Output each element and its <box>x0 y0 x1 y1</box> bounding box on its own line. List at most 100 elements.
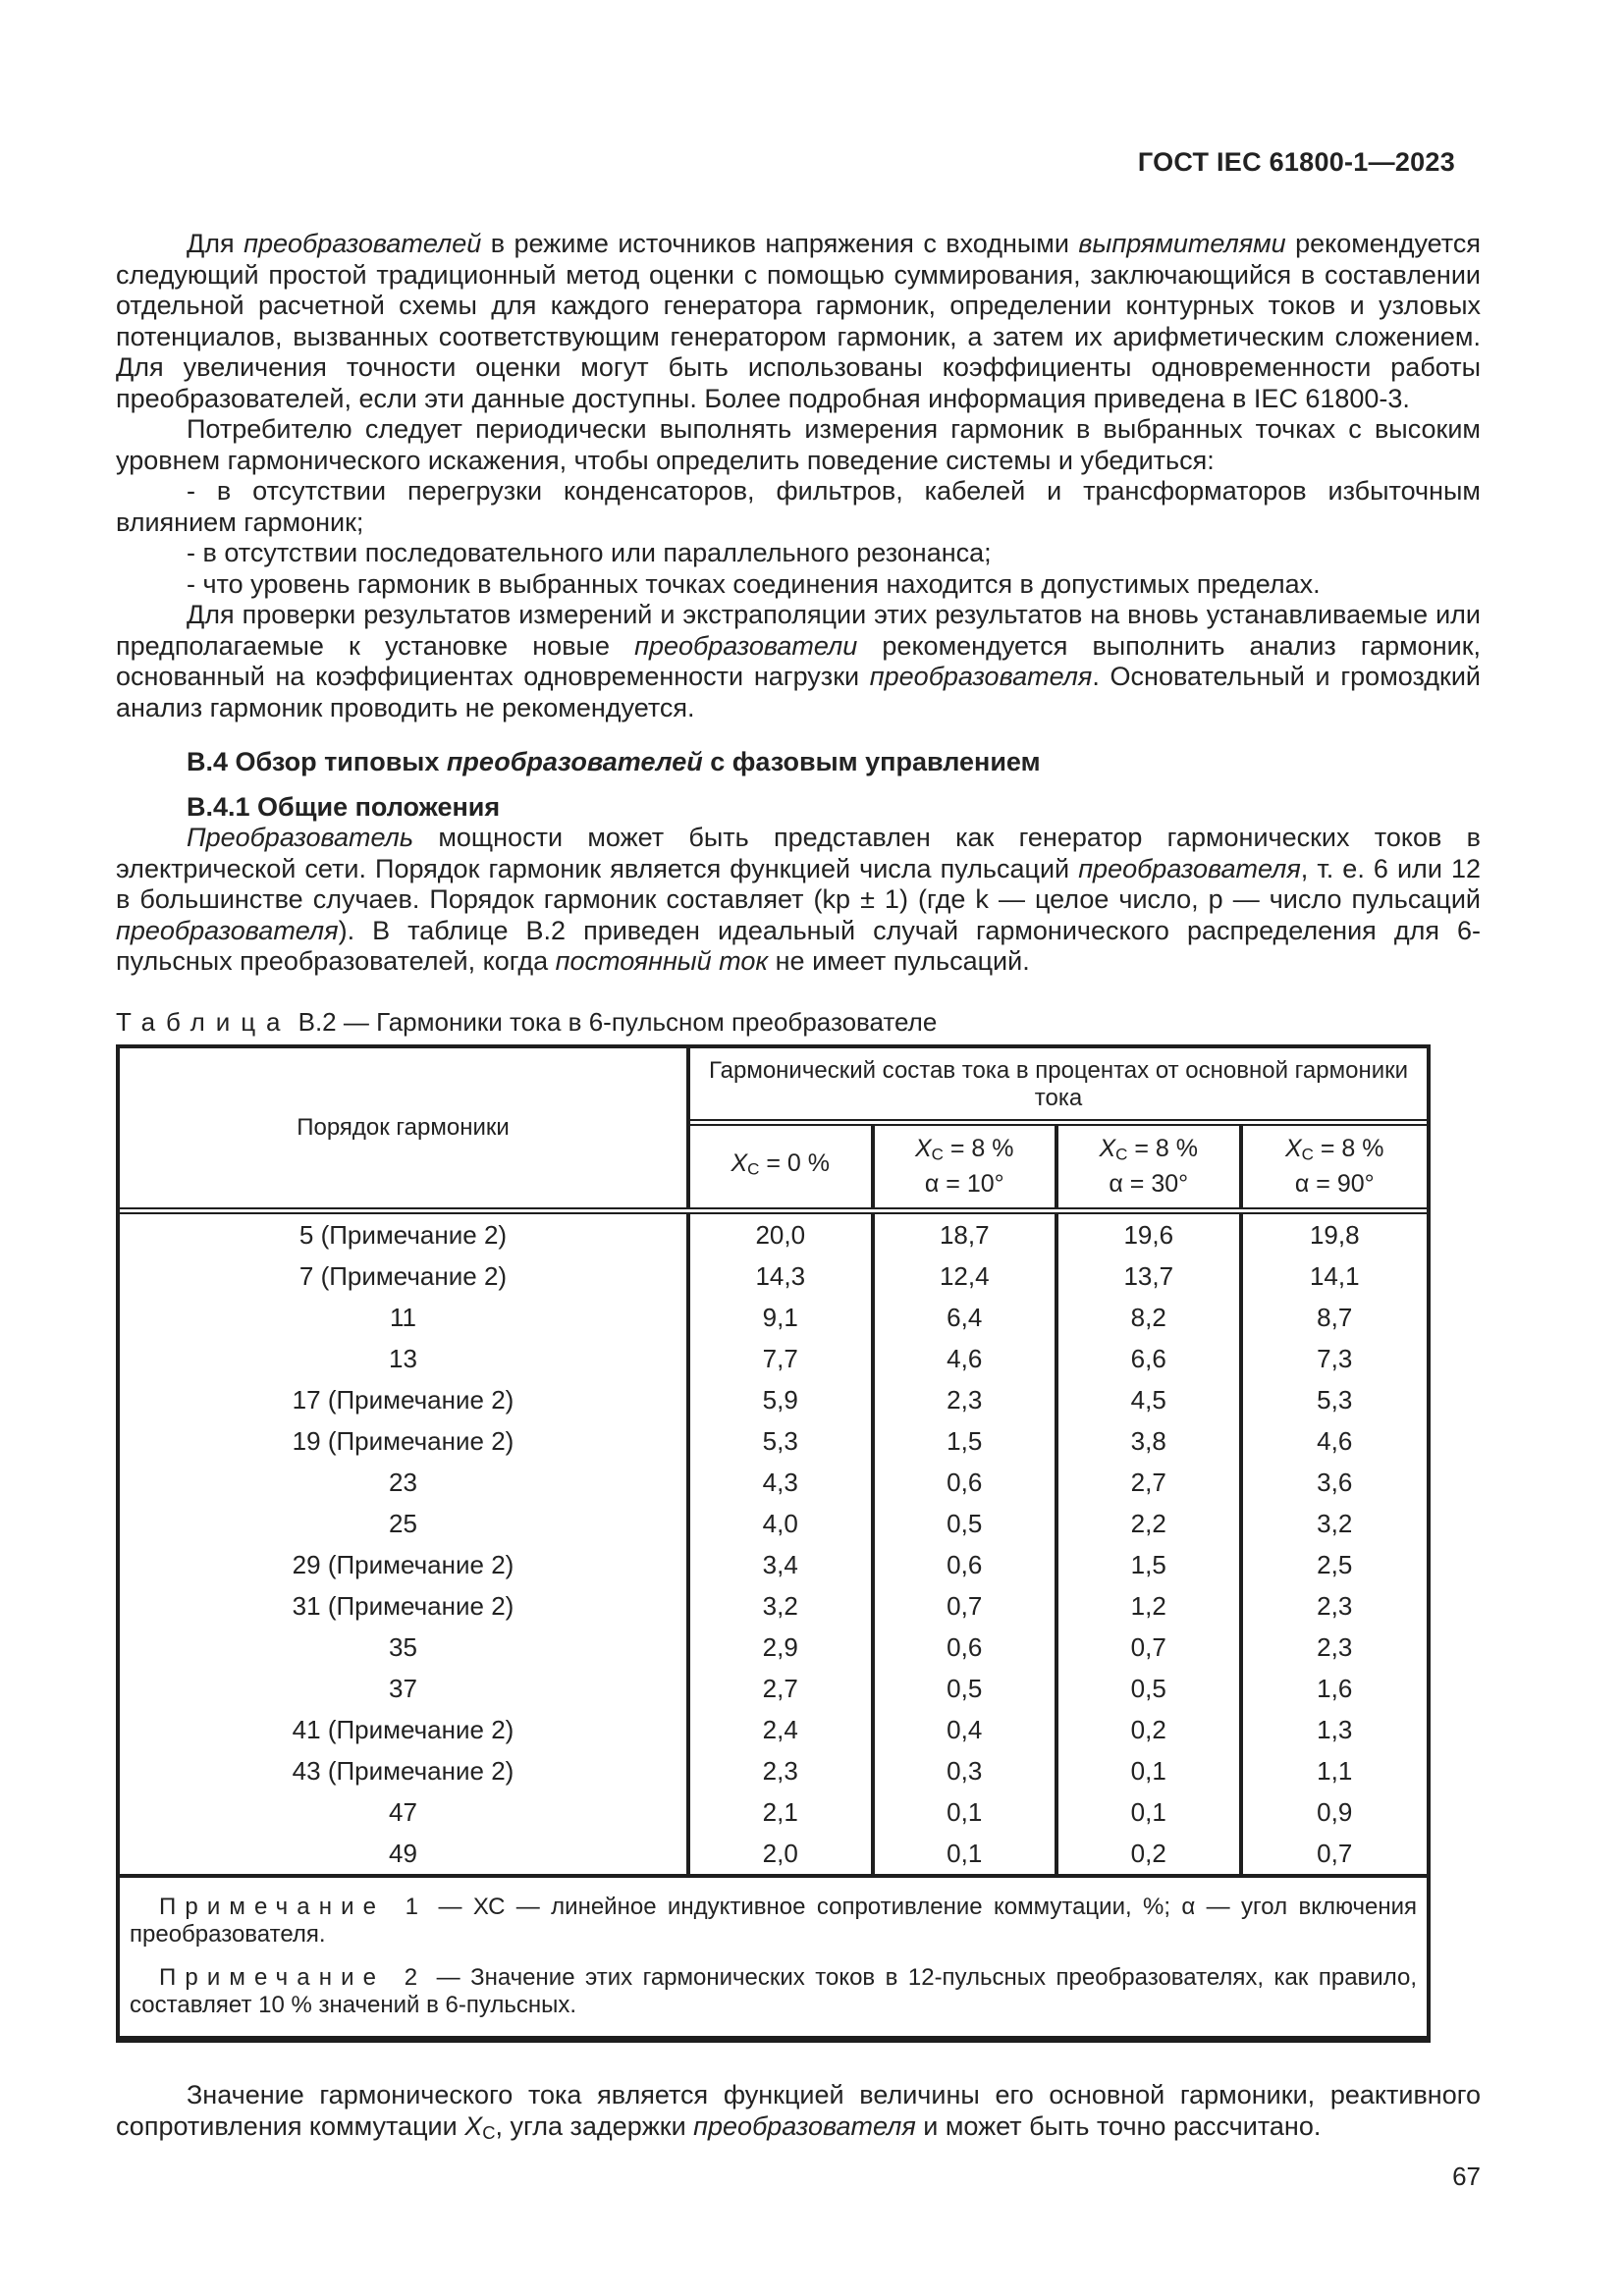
table-cell-order: 19 (Примечание 2) <box>120 1420 690 1463</box>
text-run: преобразователи <box>634 630 858 661</box>
table-row: 23 4,3 0,6 2,7 3,6 <box>120 1462 1427 1504</box>
text-run: преобразователя <box>1078 853 1301 883</box>
table-cell-value: 2,5 <box>1317 1549 1353 1579</box>
text-run: α = 90° <box>1294 1170 1375 1199</box>
harmonics-table: Порядок гармоники Гармонический состав т… <box>116 1043 1431 2044</box>
text-run: — ХС — линейное индуктивное сопротивлени… <box>130 1894 1417 1948</box>
table-cell-value: 2,4 <box>690 1709 875 1751</box>
table-row: 17 (Примечание 2) 5,9 2,3 4,5 5,3 <box>120 1379 1427 1421</box>
text-run: , т. е. 6 или 12 в большинстве случаев. … <box>116 853 1481 915</box>
table-body: 5 (Примечание 2) 20,0 18,7 19,6 19,8 7 (Приме… <box>120 1207 1427 1875</box>
table-cell-value: 0,2 <box>1058 1709 1243 1751</box>
list-item: - в отсутствии перегрузки конденсаторов,… <box>116 476 1481 538</box>
table-header-span: Гармонический состав тока в процентах от… <box>690 1048 1427 1126</box>
text-run: В.2 — Гармоники тока в 6-пульсном преобр… <box>291 1006 938 1037</box>
text-run: Значение гармонического тока является фу… <box>116 2080 1481 2141</box>
text-run: В.4.1 Общие положения <box>187 791 501 822</box>
table-cell-order: 5 (Примечание 2) <box>120 1214 690 1256</box>
table-row: 35 2,9 0,6 0,7 2,3 <box>120 1627 1427 1669</box>
section-heading: В.4 Обзор типовых преобразователей с фаз… <box>116 747 1481 778</box>
table-cell-order: 13 <box>120 1338 690 1380</box>
table-cell-value: 0,5 <box>875 1668 1058 1710</box>
table-cell-value: 2,2 <box>1058 1503 1243 1545</box>
table-row: 19 (Примечание 2) 5,3 1,5 3,8 4,6 <box>120 1420 1427 1463</box>
text-run: - в отсутствии перегрузки конденсаторов,… <box>116 476 1481 537</box>
page-number: 67 <box>1452 2162 1481 2192</box>
table-cell-value: 18,7 <box>875 1214 1058 1256</box>
text-run: X <box>731 1148 748 1177</box>
table-notes: Примечание 1 — ХС — линейное индуктивное… <box>120 1874 1427 2036</box>
table-cell-value: 2,3 <box>1317 1590 1353 1621</box>
table-cell-value: 14,1 <box>1309 1260 1360 1291</box>
table-cell-order: 49 <box>120 1833 690 1875</box>
table-cell-value: 2,3 <box>1317 1631 1353 1662</box>
table-cell-value: 0,2 <box>1058 1833 1243 1875</box>
table-cell-value: 6,4 <box>875 1297 1058 1339</box>
text-run: преобразователя <box>116 915 339 945</box>
list-item: - что уровень гармоник в выбранных точка… <box>116 569 1481 601</box>
table-cell-value: 7,7 <box>690 1338 875 1380</box>
table-cell-value: 20,0 <box>690 1214 875 1256</box>
table-cell-value: 4,0 <box>690 1503 875 1545</box>
table-cell-order: 23 <box>120 1462 690 1504</box>
table-cell-value: 2,9 <box>690 1627 875 1669</box>
table-cell-value: 0,7 <box>1058 1627 1243 1669</box>
table-row: 49 2,0 0,1 0,2 0,7 <box>120 1833 1427 1875</box>
text-run: преобразователей <box>244 229 482 258</box>
paragraph: Значение гармонического тока является фу… <box>116 2080 1481 2148</box>
text-run: C <box>1301 1145 1314 1164</box>
table-cell-value: 2,3 <box>690 1750 875 1792</box>
table-row: 13 7,7 4,6 6,6 7,3 <box>120 1338 1427 1380</box>
table-note: Примечание 1 — ХС — линейное индуктивное… <box>130 1894 1417 1948</box>
table-cell-value: 0,6 <box>875 1544 1058 1586</box>
table-cell-value: 0,5 <box>875 1503 1058 1545</box>
text-run: Для проверки результатов измерений и экс… <box>116 600 1481 661</box>
table-cell-value: 19,8 <box>1309 1219 1360 1250</box>
table-cell-value: 0,6 <box>875 1627 1058 1669</box>
paragraph: Для преобразователей в режиме источников… <box>116 229 1481 414</box>
table-note: Примечание 2 — Значение этих гармоническ… <box>130 1964 1417 2018</box>
table-cell-value: 4,6 <box>875 1338 1058 1380</box>
table-cell-value: 14,3 <box>690 1255 875 1298</box>
paragraph: Преобразователь мощности может быть пред… <box>116 823 1481 978</box>
text-run: Потребителю следует периодически выполня… <box>116 414 1481 475</box>
table-row: 5 (Примечание 2) 20,0 18,7 19,6 19,8 <box>120 1214 1427 1256</box>
table-cell-value: 0,6 <box>875 1462 1058 1504</box>
text-run: Преобразователь <box>187 823 414 852</box>
text-run: в режиме источников напряжения с входным… <box>481 229 1079 258</box>
text-run: C <box>482 2121 496 2143</box>
table-cell-order: 29 (Примечание 2) <box>120 1544 690 1586</box>
table-cell-value: 4,3 <box>690 1462 875 1504</box>
table-cell-value: 5,3 <box>1317 1384 1353 1415</box>
table-row: 11 9,1 6,4 8,2 8,7 <box>120 1297 1427 1339</box>
table-cell-value: 1,5 <box>875 1420 1058 1463</box>
table-cell-value: 2,1 <box>690 1791 875 1834</box>
table-cell-value: 8,7 <box>1317 1302 1353 1332</box>
table-cell-value: 2,3 <box>875 1379 1058 1421</box>
text-run: Таблица <box>116 1006 292 1037</box>
text-run: X <box>464 2110 483 2141</box>
table-cell-value: 3,2 <box>690 1585 875 1628</box>
table-row: 31 (Примечание 2) 3,2 0,7 1,2 2,3 <box>120 1585 1427 1628</box>
table-cell-value: 2,7 <box>1058 1462 1243 1504</box>
text-run: ). В таблице В.2 приведен идеальный случ… <box>116 915 1481 977</box>
table-cell-value: 4,5 <box>1058 1379 1243 1421</box>
text-run: рекомендуется следующий простой традицио… <box>116 229 1481 413</box>
table-subheader-cell: XC = 0 % <box>690 1125 875 1208</box>
table-row: 7 (Примечание 2) 14,3 12,4 13,7 14,1 <box>120 1255 1427 1298</box>
text-run: - что уровень гармоник в выбранных точка… <box>187 568 1321 599</box>
text-run: преобразователя <box>693 2110 916 2141</box>
table-cell-value: 3,8 <box>1058 1420 1243 1463</box>
table-cell-value: 3,2 <box>1317 1508 1353 1538</box>
text-run: C <box>931 1145 944 1164</box>
table-row: 29 (Примечание 2) 3,4 0,6 1,5 2,5 <box>120 1544 1427 1586</box>
table-cell-order: 41 (Примечание 2) <box>120 1709 690 1751</box>
table-subheader-cell: XC = 8 % α = 90° <box>1243 1126 1428 1208</box>
table-caption: Таблица В.2 — Гармоники тока в 6-пульсно… <box>116 1007 1481 1037</box>
table-cell-value: 0,7 <box>875 1585 1058 1628</box>
table-cell-value: 3,6 <box>1317 1467 1353 1497</box>
table-cell-value: 0,9 <box>1317 1796 1353 1827</box>
table-cell-order: 35 <box>120 1627 690 1669</box>
table-row: 47 2,1 0,1 0,1 0,9 <box>120 1791 1427 1834</box>
text-run: с фазовым управлением <box>702 747 1041 776</box>
